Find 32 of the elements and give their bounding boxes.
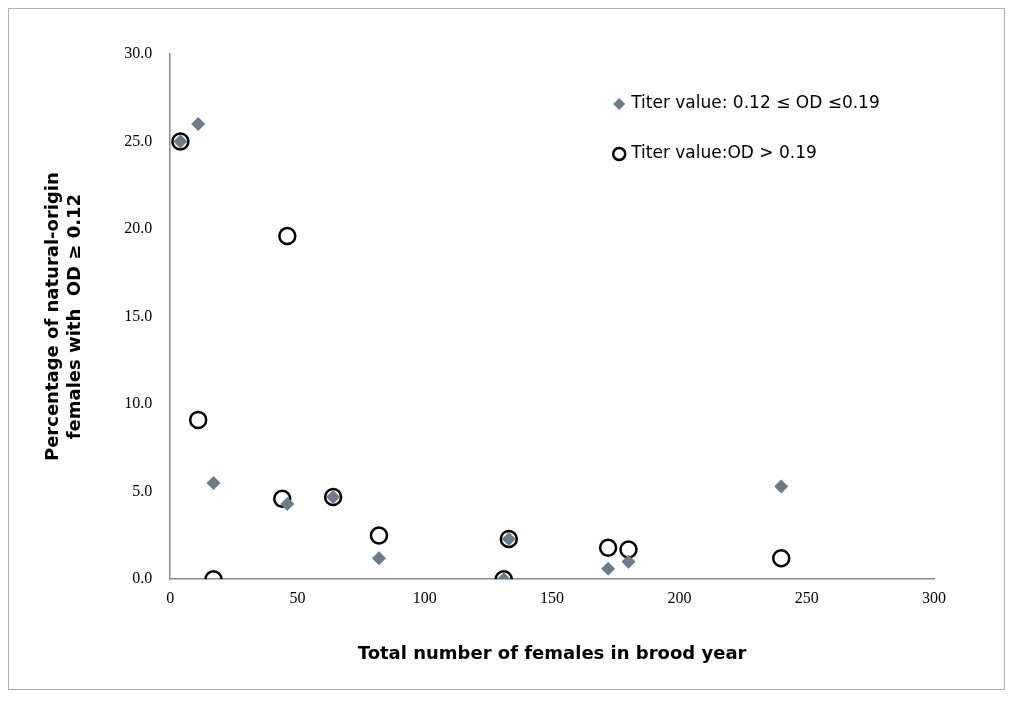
- point: [774, 479, 789, 494]
- legend-label: Titer value: 0.12 ≤ OD ≤0.19: [630, 92, 880, 113]
- point: [598, 538, 618, 557]
- y-tick-label: 5.0: [132, 481, 153, 499]
- x-tick-label: 200: [667, 589, 692, 606]
- point: [371, 551, 386, 566]
- point: [601, 561, 616, 576]
- point: [369, 526, 389, 545]
- x-tick-label: 100: [412, 589, 437, 606]
- x-axis-title: Total number of females in brood year: [357, 641, 747, 663]
- x-tick-label: 0: [166, 589, 175, 606]
- y-tick-label: 25.0: [124, 131, 153, 149]
- y-tick-label: 0.0: [132, 569, 153, 587]
- x-tick-label: 300: [922, 589, 946, 606]
- point: [272, 489, 292, 508]
- legend-label: Titer value:OD > 0.19: [630, 142, 817, 163]
- point: [280, 496, 295, 511]
- y-tick-label: 20.0: [124, 219, 153, 237]
- x-tick-label: 50: [289, 589, 306, 606]
- point: [206, 475, 221, 490]
- point: [619, 540, 638, 559]
- y-axis-title: Percentage of natural-origin females with OD ≥ 0.12: [41, 172, 85, 462]
- x-tick-label: 150: [540, 589, 565, 606]
- point: [621, 554, 636, 569]
- point: [771, 548, 791, 568]
- y-tick-label: 10.0: [124, 394, 153, 412]
- x-tick-label: 250: [794, 589, 819, 606]
- point: [188, 410, 208, 430]
- y-tick-label: 30.0: [124, 44, 153, 62]
- point: [191, 117, 206, 132]
- y-tick-label: 15.0: [124, 306, 153, 324]
- point: [278, 226, 297, 246]
